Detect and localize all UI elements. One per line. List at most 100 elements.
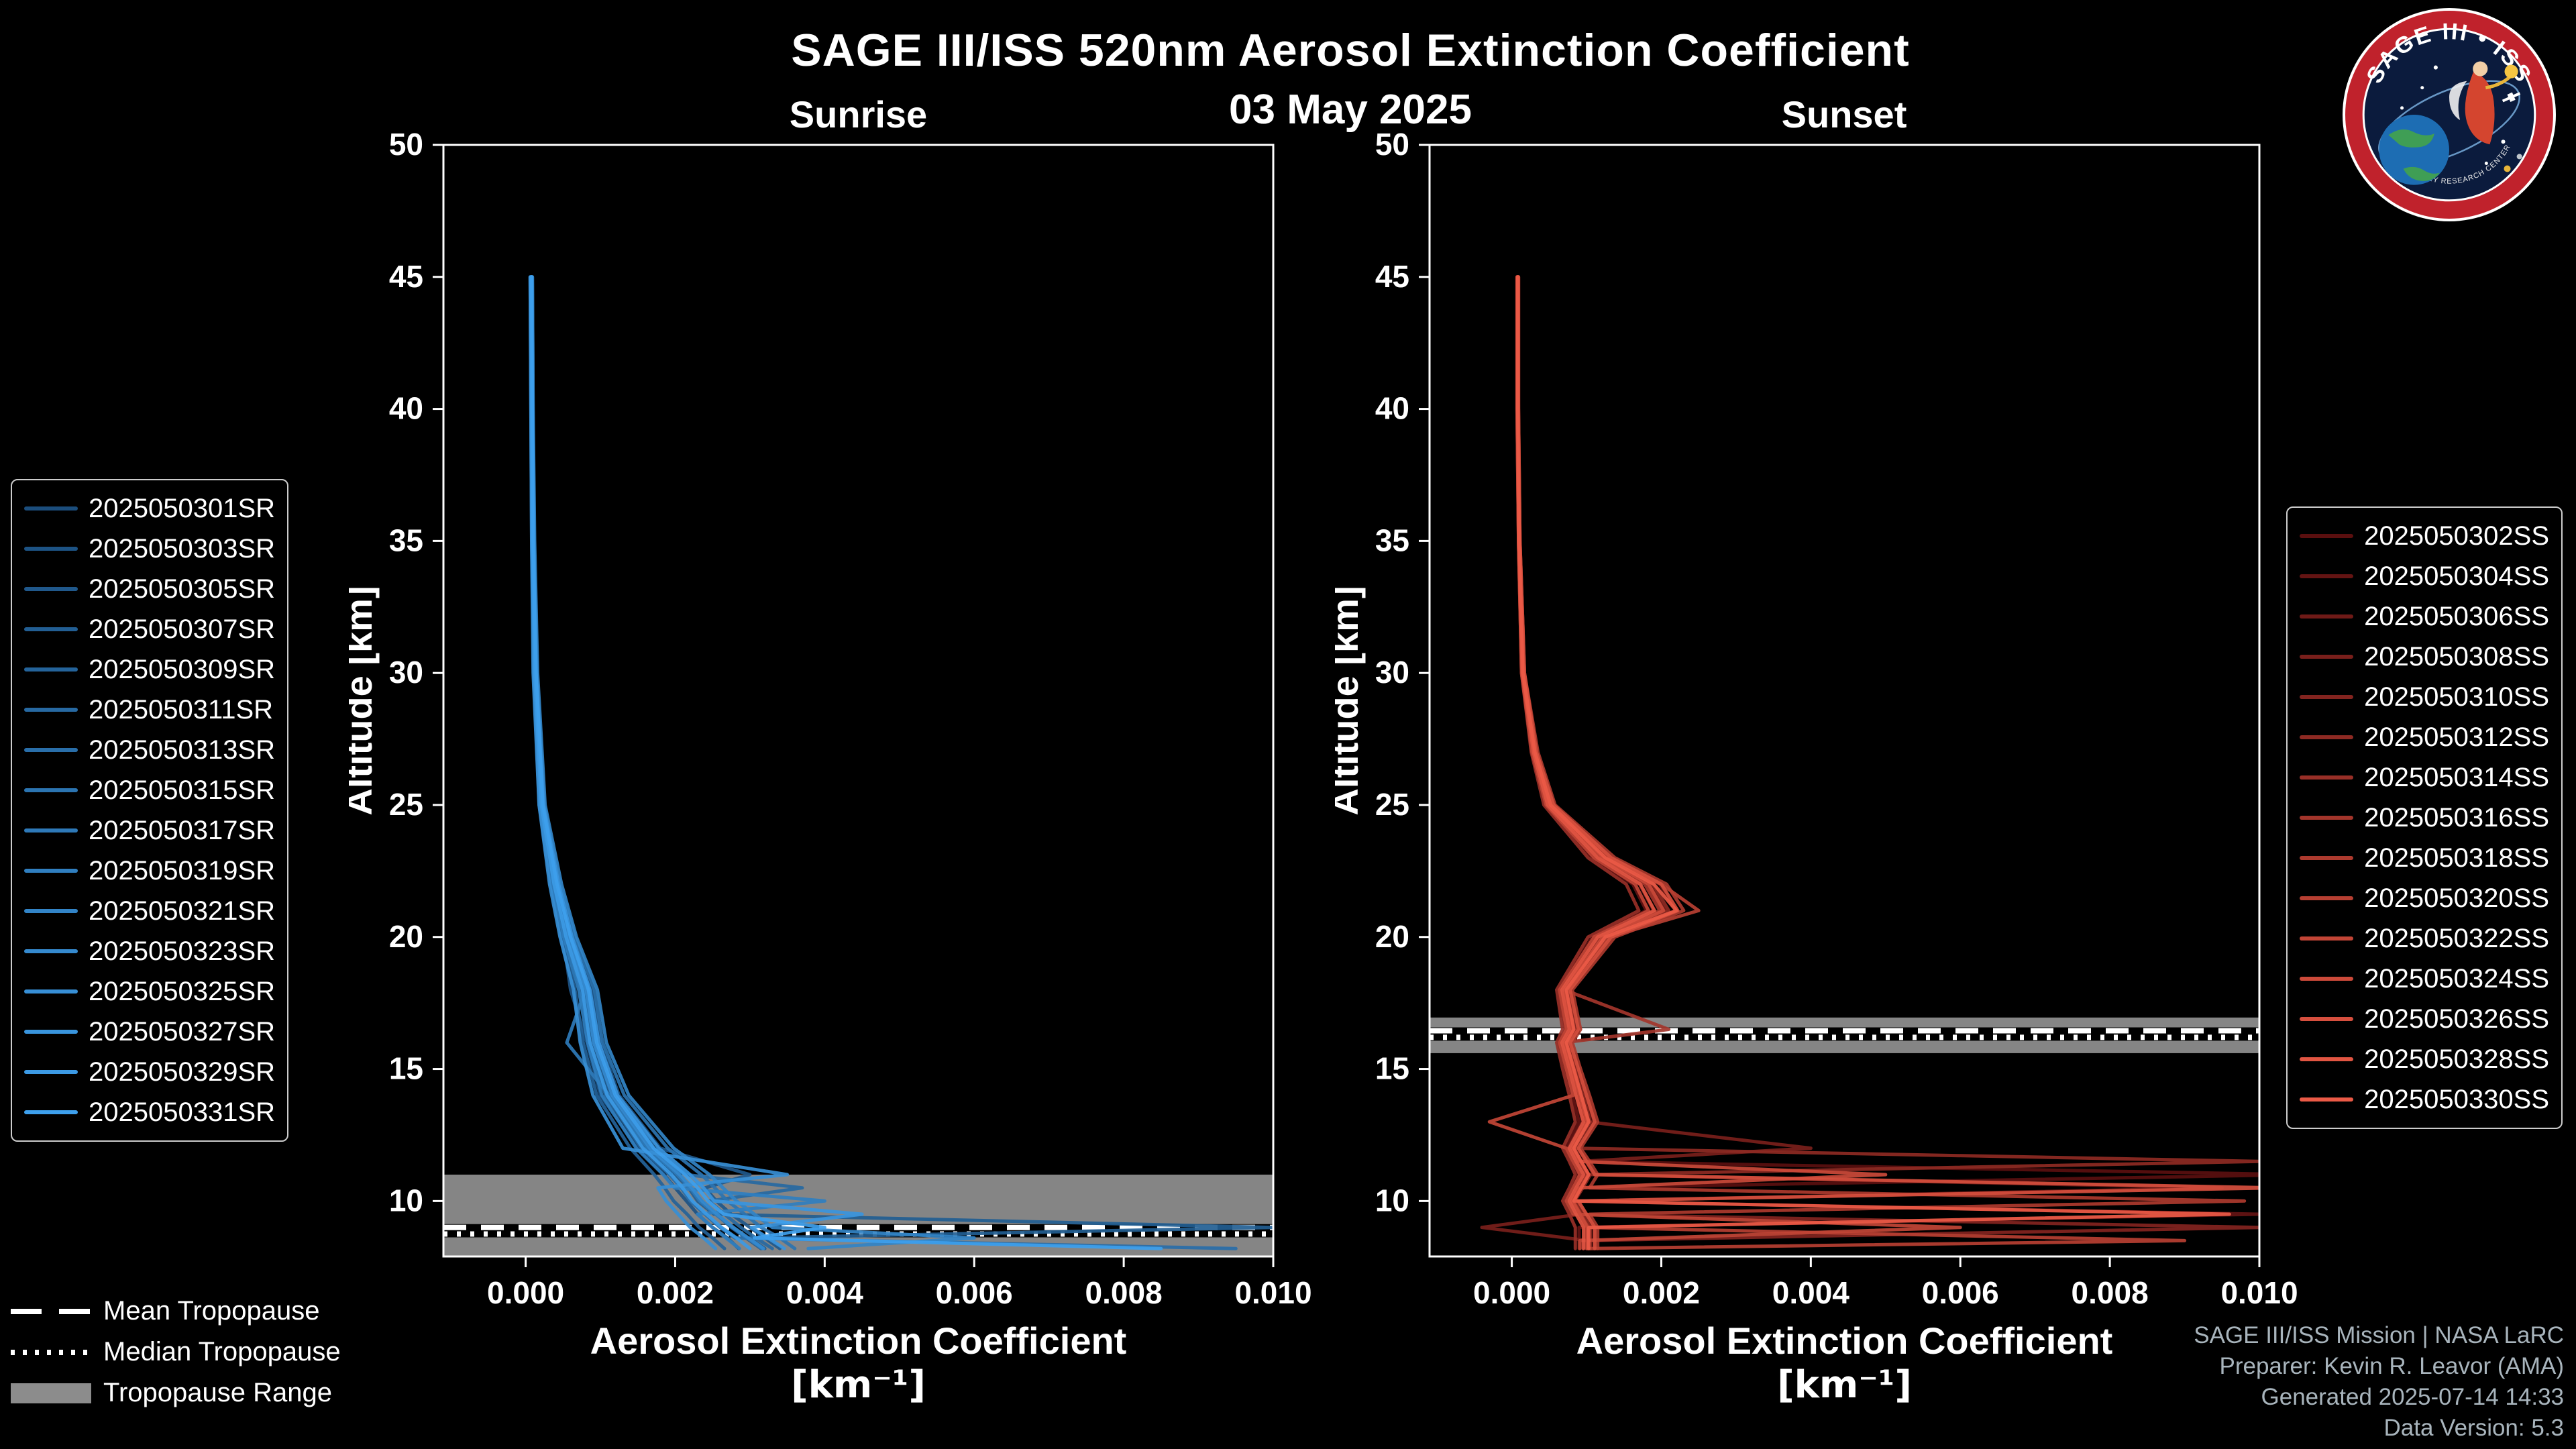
y-tick-label: 40 (389, 391, 423, 426)
legend-line-sample-icon (24, 869, 78, 873)
logo-star (2501, 140, 2506, 144)
profile-line-2025050302SS (1516, 275, 2259, 1250)
legend-item: 2025050307SR (24, 609, 275, 649)
legend-label: 2025050305SR (89, 574, 276, 604)
legend-line-sample-icon (24, 667, 78, 672)
legend-line-sample-icon (24, 547, 78, 551)
logo-iss-icon (2502, 92, 2521, 103)
legend-item: 2025050301SR (24, 488, 275, 529)
legend-label: 2025050316SS (2364, 802, 2549, 833)
legend-line-sample-icon (2300, 695, 2354, 699)
legend-label: 2025050322SS (2364, 923, 2549, 953)
legend-label: 2025050324SS (2364, 963, 2549, 994)
x-axis-label: Aerosol Extinction Coefficient (1576, 1320, 2113, 1362)
profile-line-2025050307SR (530, 275, 1273, 1250)
logo-planet-icon (2516, 154, 2522, 160)
legend-label: 2025050317SR (89, 815, 276, 845)
legend-line-sample-icon (24, 1070, 78, 1074)
x-tick-label: 0.010 (2220, 1275, 2298, 1310)
legend-item: 2025050323SR (24, 931, 275, 971)
legend-label: 2025050301SR (89, 493, 276, 523)
legend-item: 2025050319SR (24, 851, 275, 891)
profile-line-2025050312SS (1516, 275, 2259, 1250)
legend-line-sample-icon (24, 989, 78, 994)
profile-line-2025050305SR (531, 275, 782, 1250)
legend-label: 2025050310SS (2364, 682, 2549, 712)
legend-label: 2025050313SR (89, 735, 276, 765)
tropopause-range-swatch-icon (11, 1383, 91, 1403)
legend-item: 2025050303SR (24, 529, 275, 569)
legend-item: 2025050305SR (24, 569, 275, 609)
legend-line-sample-icon (2300, 735, 2354, 739)
x-tick-label: 0.002 (1623, 1275, 1700, 1310)
series-group (528, 275, 1273, 1250)
legend-label: 2025050321SR (89, 896, 276, 926)
y-tick-label: 50 (1375, 127, 1409, 162)
figure-title: SAGE III/ISS 520nm Aerosol Extinction Co… (791, 25, 1910, 76)
profile-line-2025050329SR (529, 275, 752, 1250)
legend-item: 2025050328SS (2300, 1039, 2549, 1079)
x-tick-label: 0.006 (1922, 1275, 1999, 1310)
sunset-plot: 10 15 20 25 30 35 40 45 50 0.000 0.002 0.004 0.006 0.… (1335, 127, 2298, 1407)
legend-label: 2025050304SS (2364, 561, 2549, 591)
logo-star (2400, 106, 2404, 110)
legend-item: 2025050318SS (2300, 838, 2549, 878)
legend-line-sample-icon (24, 708, 78, 712)
x-tick-label: 0.006 (936, 1275, 1013, 1310)
legend-line-sample-icon (24, 627, 78, 631)
legend-label: 2025050309SR (89, 654, 276, 684)
x-tick-label: 0.004 (786, 1275, 864, 1310)
legend-line-sample-icon (2300, 936, 2354, 941)
x-tick-label: 0.002 (637, 1275, 714, 1310)
x-axis-units: [km⁻¹] (1777, 1363, 1912, 1407)
legend-line-sample-icon (2300, 655, 2354, 659)
x-tick-label: 0.008 (2072, 1275, 2149, 1310)
logo-sun-icon (2504, 64, 2518, 78)
logo-star (2420, 86, 2424, 90)
legend-line-sample-icon (2300, 896, 2354, 900)
legend-line-sample-icon (24, 788, 78, 792)
y-tick-label: 35 (389, 523, 423, 557)
legend-line-sample-icon (2300, 534, 2354, 538)
logo-planet-icon (2504, 165, 2511, 172)
y-tick-label: 30 (1375, 655, 1409, 690)
legend-line-sample-icon (2300, 856, 2354, 860)
legend-item: 2025050312SS (2300, 717, 2549, 757)
legend-label: 2025050331SR (89, 1097, 276, 1127)
legend-line-sample-icon (24, 909, 78, 913)
median-tropopause-label: Median Tropopause (103, 1337, 341, 1366)
legend-line-sample-icon (24, 748, 78, 752)
x-tick-label: 0.004 (1772, 1275, 1850, 1310)
legend-label: 2025050302SS (2364, 521, 2549, 551)
legend-line-sample-icon (24, 587, 78, 591)
profile-line-2025050309SR (528, 275, 727, 1250)
legend-line-sample-icon (24, 949, 78, 953)
x-tick-label: 0.000 (1473, 1275, 1550, 1310)
legend-item: 2025050330SS (2300, 1079, 2549, 1120)
plot-frame (442, 144, 1275, 1258)
logo-angel-wing (2449, 80, 2467, 121)
legend-label: 2025050328SS (2364, 1044, 2549, 1074)
profile-line-2025050306SS (1517, 275, 2224, 1250)
profile-line-2025050323SR (530, 275, 765, 1250)
legend-item: 2025050302SS (2300, 516, 2549, 556)
profile-line-2025050311SR (530, 275, 804, 1250)
profile-line-2025050317SR (530, 275, 764, 1250)
legend-item: 2025050310SS (2300, 677, 2549, 717)
x-axis-units: [km⁻¹] (791, 1363, 926, 1407)
legend-label: 2025050314SS (2364, 762, 2549, 792)
profile-line-2025050310SS (1516, 275, 2259, 1250)
y-tick-label: 25 (1375, 787, 1409, 822)
legend-line-sample-icon (2300, 1017, 2354, 1021)
legend-item: 2025050331SR (24, 1092, 275, 1132)
legend-label: 2025050329SR (89, 1057, 276, 1087)
legend-label: 2025050330SS (2364, 1084, 2549, 1114)
legend-label: 2025050325SR (89, 976, 276, 1006)
legend-item: 2025050314SS (2300, 757, 2549, 798)
legend-label: 2025050320SS (2364, 883, 2549, 913)
legend-item: 2025050309SR (24, 649, 275, 690)
tropopause-legend: Mean Tropopause Median Tropopause Tropop… (11, 1291, 341, 1413)
legend-label: 2025050306SS (2364, 601, 2549, 631)
y-tick-label: 10 (389, 1183, 423, 1218)
